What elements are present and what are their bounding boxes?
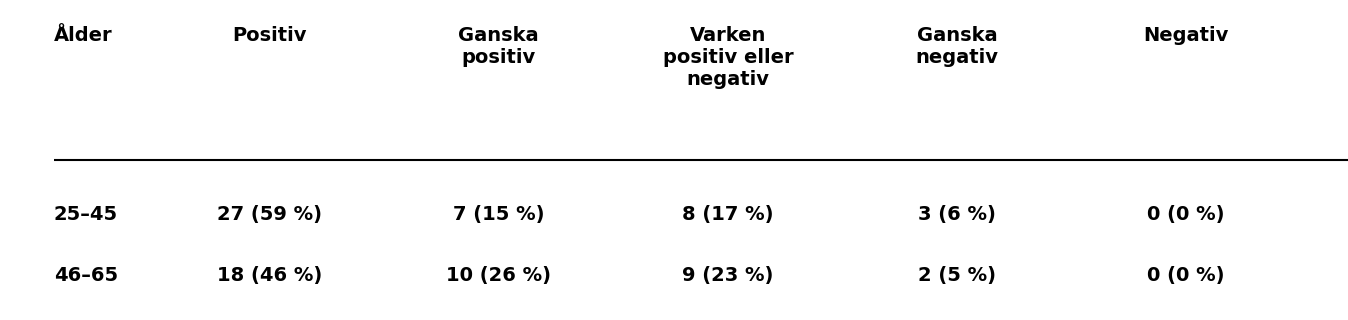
Text: 3 (6 %): 3 (6 %) — [918, 205, 996, 224]
Text: 0 (0 %): 0 (0 %) — [1147, 266, 1225, 285]
Text: Positiv: Positiv — [232, 26, 307, 44]
Text: 46–65: 46–65 — [54, 266, 119, 285]
Text: 2 (5 %): 2 (5 %) — [918, 266, 996, 285]
Text: Ålder: Ålder — [54, 26, 112, 44]
Text: 0 (0 %): 0 (0 %) — [1147, 205, 1225, 224]
Text: 9 (23 %): 9 (23 %) — [682, 266, 774, 285]
Text: Varken
positiv eller
negativ: Varken positiv eller negativ — [663, 26, 793, 89]
Text: 18 (46 %): 18 (46 %) — [217, 266, 322, 285]
Text: 8 (17 %): 8 (17 %) — [682, 205, 774, 224]
Text: Negativ: Negativ — [1143, 26, 1229, 44]
Text: Ganska
positiv: Ganska positiv — [458, 26, 539, 67]
Text: Ganska
negativ: Ganska negativ — [915, 26, 999, 67]
Text: 27 (59 %): 27 (59 %) — [217, 205, 322, 224]
Text: 7 (15 %): 7 (15 %) — [453, 205, 545, 224]
Text: 25–45: 25–45 — [54, 205, 119, 224]
Text: 10 (26 %): 10 (26 %) — [446, 266, 551, 285]
